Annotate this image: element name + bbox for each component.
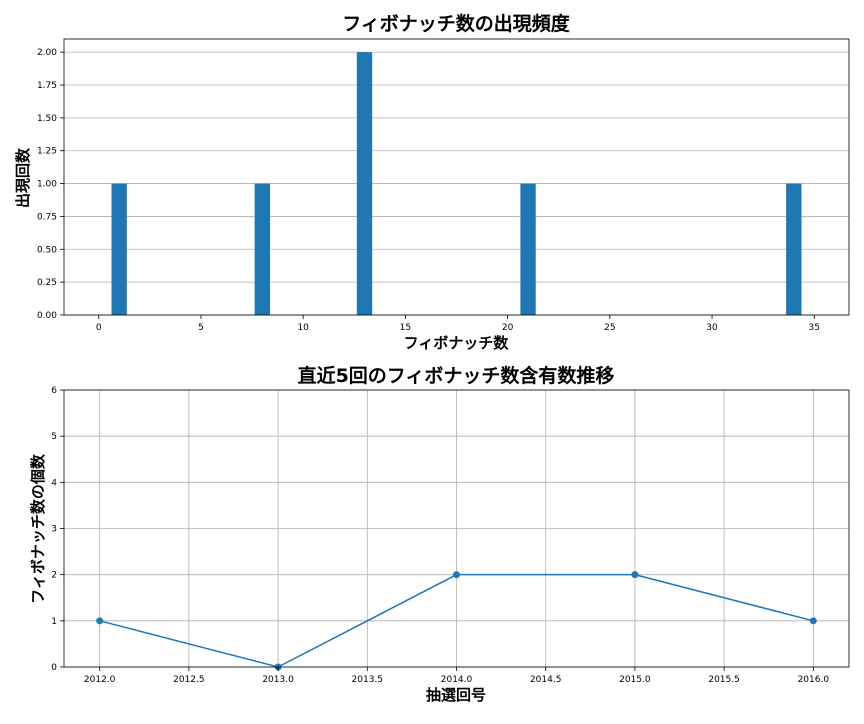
bar-chart-title: フィボナッチ数の出現頻度: [342, 12, 571, 35]
bar-chart-x-tick-label: 10: [297, 323, 309, 333]
line-chart-y-ticks: 0 1 2 3 4 5 6: [51, 386, 64, 673]
line-chart-points: [96, 571, 817, 671]
bar-chart-y-tick-label: 1.50: [37, 114, 57, 124]
bar-chart-x-tick-label: 25: [604, 323, 615, 333]
line-chart-x-axis-label: 抽選回号: [426, 686, 486, 704]
bar-chart-y-tick-label: 0.00: [37, 311, 57, 321]
bar-chart-y-ticks: 0.00 0.25 0.50 0.75 1.00 1.25 1.50 1.75 2.00: [37, 48, 64, 321]
bar: [254, 183, 270, 315]
bar-chart-bars: [111, 52, 802, 316]
bar-chart-y-tick-label: 0.25: [37, 278, 57, 288]
bar-chart-frame: [63, 38, 850, 316]
line-chart-x-tick-label: 2015.0: [619, 675, 651, 685]
line-chart-x-tick-label: 2014.0: [441, 675, 473, 685]
line-chart-x-ticks: 2012.0 2012.5 2013.0 2013.5 2014.0 2014.5 2015…: [84, 667, 829, 685]
line-point: [96, 617, 104, 625]
bar: [111, 183, 127, 315]
line-chart: 直近5回のフィボナッチ数含有数推移 2012.0 2012.5 2013.0 2013…: [29, 364, 850, 704]
line-chart-x-tick-label: 2016.0: [798, 675, 830, 685]
line-point: [453, 571, 460, 579]
bar-chart-y-tick-label: 1.75: [37, 81, 57, 91]
line-chart-y-axis-label: フィボナッチ数の個数: [29, 453, 47, 604]
bar-chart-y-tick-label: 2.00: [37, 48, 57, 58]
bar: [786, 183, 802, 315]
line-chart-x-tick-label: 2013.5: [352, 675, 384, 685]
line-chart-x-tick-label: 2015.5: [708, 675, 740, 685]
bar: [520, 183, 536, 315]
bar-chart-y-tick-label: 1.25: [37, 147, 57, 157]
bar-chart-x-tick-label: 20: [502, 323, 514, 333]
bar-chart-y-tick-label: 0.50: [37, 245, 57, 255]
bar-chart-x-tick-label: 0: [96, 323, 102, 333]
line-chart-title: 直近5回のフィボナッチ数含有数推移: [298, 364, 615, 387]
bar-chart-x-tick-label: 35: [809, 323, 820, 333]
bar-chart-y-tick-label: 1.00: [37, 180, 57, 190]
bar: [356, 52, 373, 316]
line-point: [809, 617, 817, 625]
bar-chart-y-axis-label: 出現回数: [14, 147, 32, 208]
bar-chart: フィボナッチ数の出現頻度 0 5 10 15 20 25 30 35 0.00 0.25 0.50…: [14, 12, 850, 352]
bar-chart-x-axis-label: フィボナッチ数: [404, 334, 510, 352]
bar-chart-x-tick-label: 5: [198, 323, 204, 333]
line-chart-y-tick-label: 5: [51, 432, 57, 442]
line-chart-y-tick-label: 1: [51, 617, 57, 627]
bar-chart-grid: [64, 51, 849, 316]
bar-chart-x-ticks: 0 5 10 15 20 25 30 35: [96, 315, 820, 333]
line-point: [631, 571, 639, 579]
bar-chart-y-tick-label: 0.75: [37, 212, 57, 222]
line-chart-grid: [64, 389, 849, 668]
bar-chart-x-tick-label: 15: [400, 323, 411, 333]
line-chart-y-tick-label: 0: [51, 663, 57, 673]
line-chart-y-tick-label: 4: [51, 478, 57, 488]
line-chart-x-tick-label: 2012.5: [173, 675, 205, 685]
line-chart-y-tick-label: 2: [51, 571, 57, 581]
line-chart-x-tick-label: 2013.0: [262, 675, 294, 685]
line-chart-y-tick-label: 6: [51, 386, 57, 396]
line-chart-x-tick-label: 2014.5: [530, 675, 562, 685]
line-chart-y-tick-label: 3: [51, 525, 57, 535]
bar-chart-x-tick-label: 30: [706, 323, 718, 333]
line-chart-x-tick-label: 2012.0: [84, 675, 116, 685]
